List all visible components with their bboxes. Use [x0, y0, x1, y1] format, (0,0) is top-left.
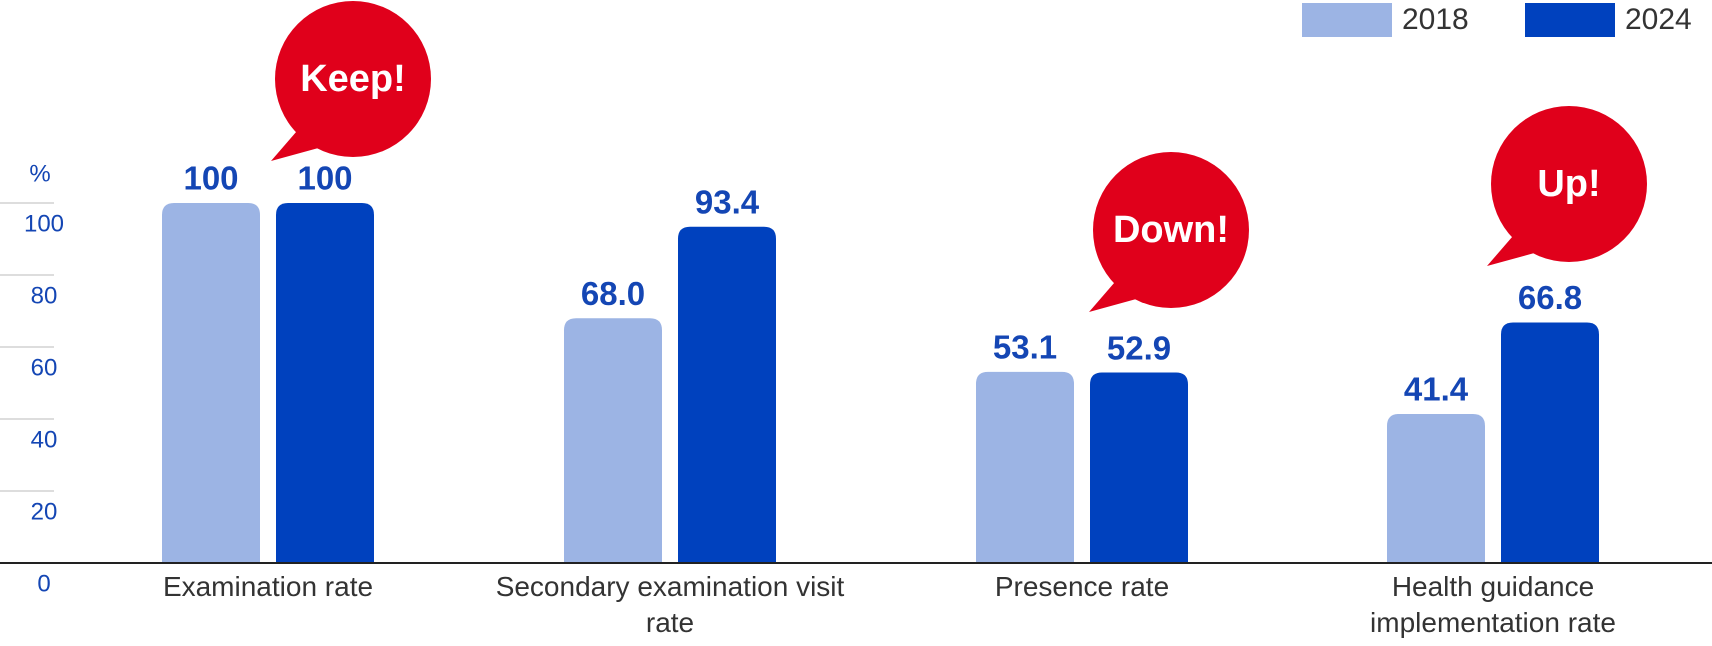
value-label: 93.4	[695, 183, 760, 220]
bar	[276, 203, 374, 563]
bubble	[275, 1, 431, 157]
bar	[976, 371, 1074, 563]
bubble-tail	[1487, 229, 1549, 266]
bar	[564, 318, 662, 563]
value-label: 41.4	[1404, 371, 1469, 408]
y-tick-label: 20	[31, 498, 58, 525]
y-tick-label: 40	[31, 426, 58, 453]
y-axis-label: %	[29, 160, 50, 187]
bubble-tail	[271, 124, 333, 161]
legend-swatch	[1525, 3, 1615, 37]
value-label: 100	[183, 160, 238, 197]
value-label: 53.1	[993, 329, 1057, 366]
bar	[1090, 372, 1188, 563]
x-tick-label: Examination rate	[162, 571, 374, 602]
bubble-tail	[1089, 275, 1151, 312]
annotation: Up!	[1537, 163, 1600, 205]
y-tick-label: 60	[31, 354, 58, 381]
legend-label: 2024	[1625, 3, 1692, 36]
bubble	[1491, 106, 1647, 262]
bubble	[1093, 152, 1249, 308]
value-label: 68.0	[581, 275, 645, 312]
x-tick-label: Secondary examination visit rate	[495, 571, 845, 638]
value-label: 66.8	[1518, 279, 1582, 316]
x-tick-label: Health guidance implementation rate	[1370, 571, 1616, 638]
bar	[162, 203, 260, 563]
bar	[1501, 322, 1599, 563]
value-label: 52.9	[1107, 329, 1171, 366]
legend-label: 2018	[1402, 3, 1469, 36]
legend-swatch	[1302, 3, 1392, 37]
value-label: 100	[297, 160, 352, 197]
y-tick-label: 80	[31, 282, 58, 309]
annotation: Keep!	[300, 58, 406, 100]
bar	[1387, 413, 1485, 563]
y-tick-label: 100	[24, 210, 64, 237]
bar	[678, 226, 776, 563]
y-tick-label: 0	[37, 570, 50, 597]
annotation: Down!	[1113, 209, 1229, 251]
x-tick-label: Presence rate	[994, 571, 1170, 602]
